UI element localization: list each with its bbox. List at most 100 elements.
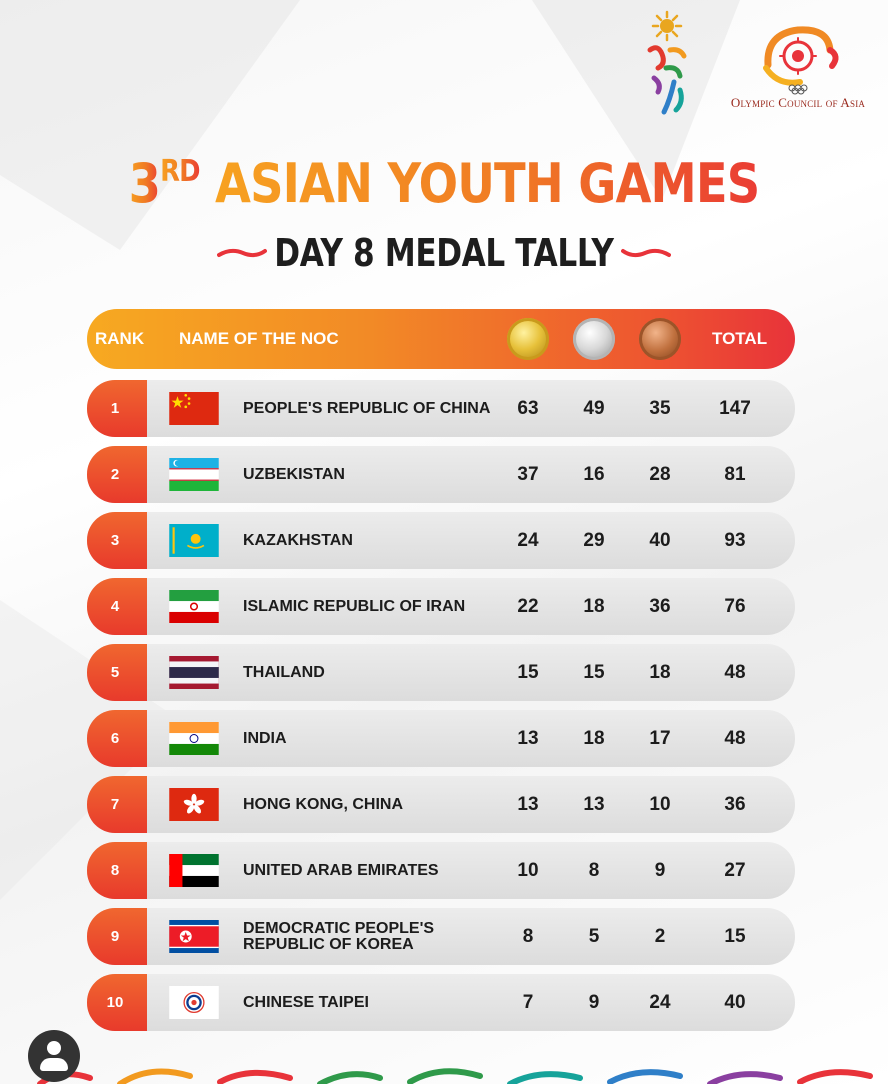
silver-medal-icon xyxy=(573,318,615,360)
table-row: 1 PEOPLE'S REPUBLIC OF CHINA 63 49 35 14… xyxy=(87,380,795,437)
chinese-taipei-flag-icon xyxy=(169,986,219,1019)
table-row: 7 HONG KONG, CHINA 13 13 10 36 xyxy=(87,776,795,833)
total-count: 147 xyxy=(719,398,751,419)
table-row: 8 UNITED ARAB EMIRATES 10 8 9 27 xyxy=(87,842,795,899)
table-row: 2 UZBEKISTAN 37 16 28 81 xyxy=(87,446,795,503)
noc-name: THAILAND xyxy=(243,663,325,681)
bronze-count: 10 xyxy=(649,794,671,815)
total-count: 40 xyxy=(724,992,746,1013)
asian-youth-games-logo xyxy=(647,10,687,115)
rank-cell: 7 xyxy=(87,776,147,833)
bronze-count: 2 xyxy=(654,926,666,947)
title-ordinal: 3 xyxy=(128,152,161,215)
noc-name: PEOPLE'S REPUBLIC OF CHINA xyxy=(243,399,491,417)
table-row: 6 INDIA 13 18 17 48 xyxy=(87,710,795,767)
bronze-count: 35 xyxy=(649,398,671,419)
total-count: 15 xyxy=(724,926,746,947)
rank-cell: 8 xyxy=(87,842,147,899)
bronze-count: 36 xyxy=(649,596,671,617)
total-count: 36 xyxy=(724,794,746,815)
china-flag-icon xyxy=(169,392,219,425)
header-total: TOTAL xyxy=(712,329,768,348)
total-count: 48 xyxy=(724,728,746,749)
title-ordinal-suffix: RD xyxy=(160,154,200,189)
table-row: 10 CHINESE TAIPEI 7 9 24 40 xyxy=(87,974,795,1031)
bronze-count: 24 xyxy=(649,992,671,1013)
rank-cell: 10 xyxy=(87,974,147,1031)
bronze-count: 40 xyxy=(649,530,671,551)
page-title: 3RD ASIAN YOUTH GAMES xyxy=(62,152,826,215)
left-swash-icon xyxy=(217,248,268,258)
bronze-count: 28 xyxy=(649,464,671,485)
gold-count: 8 xyxy=(522,926,534,947)
gold-count: 13 xyxy=(517,794,539,815)
olympic-council-of-asia-logo: Olympic Council of Asia xyxy=(718,20,878,120)
avatar-head xyxy=(47,1041,61,1055)
noc-name: INDIA xyxy=(243,729,287,747)
gold-count: 13 xyxy=(517,728,539,749)
silver-count: 29 xyxy=(583,530,605,551)
decorative-ribbon xyxy=(37,1068,873,1084)
gold-count: 63 xyxy=(517,398,539,419)
noc-name: ISLAMIC REPUBLIC OF IRAN xyxy=(243,597,466,615)
header-noc-name: NAME OF THE NOC xyxy=(179,329,339,348)
rank-cell: 3 xyxy=(87,512,147,569)
header-rank: RANK xyxy=(95,329,145,348)
noc-name: CHINESE TAIPEI xyxy=(243,993,369,1011)
bronze-count: 18 xyxy=(649,662,671,683)
iran-flag-icon xyxy=(169,590,219,623)
bronze-count: 17 xyxy=(649,728,671,749)
title-main: ASIAN YOUTH GAMES xyxy=(214,152,760,215)
bronze-medal-icon xyxy=(639,318,681,360)
total-count: 76 xyxy=(724,596,746,617)
gold-count: 24 xyxy=(517,530,539,551)
silver-count: 16 xyxy=(583,464,605,485)
rank-cell: 2 xyxy=(87,446,147,503)
avatar-body xyxy=(40,1058,68,1071)
right-swash-icon xyxy=(620,248,671,258)
total-count: 48 xyxy=(724,662,746,683)
user-avatar-icon[interactable] xyxy=(28,1030,80,1082)
india-flag-icon xyxy=(169,722,219,755)
noc-name-line: DEMOCRATIC PEOPLE'S xyxy=(243,919,435,937)
noc-name: UNITED ARAB EMIRATES xyxy=(243,861,439,879)
kazakhstan-flag-icon xyxy=(169,524,219,557)
oca-wordmark: Olympic Council of Asia xyxy=(730,95,866,110)
uae-flag-icon xyxy=(169,854,219,887)
hong-kong-flag-icon xyxy=(169,788,219,821)
silver-count: 13 xyxy=(583,794,605,815)
gold-count: 22 xyxy=(517,596,539,617)
silver-count: 15 xyxy=(583,662,605,683)
rank-cell: 9 xyxy=(87,908,147,965)
page-subtitle: DAY 8 MEDAL TALLY xyxy=(274,231,614,275)
table-header: RANK NAME OF THE NOC TOTAL xyxy=(87,309,795,369)
subtitle-row: DAY 8 MEDAL TALLY xyxy=(0,228,888,278)
total-count: 81 xyxy=(724,464,746,485)
table-row: 9 DEMOCRATIC PEOPLE'S REPUBLIC OF KOREA … xyxy=(87,908,795,965)
gold-count: 10 xyxy=(517,860,539,881)
noc-name: HONG KONG, CHINA xyxy=(243,795,403,813)
silver-count: 18 xyxy=(583,728,605,749)
gold-count: 15 xyxy=(517,662,539,683)
rank-cell: 6 xyxy=(87,710,147,767)
gold-count: 37 xyxy=(517,464,539,485)
table-row: 3 KAZAKHSTAN 24 29 40 93 xyxy=(87,512,795,569)
silver-count: 9 xyxy=(588,992,600,1013)
uzbekistan-flag-icon xyxy=(169,458,219,491)
table-row: 4 ISLAMIC REPUBLIC OF IRAN 22 18 36 76 xyxy=(87,578,795,635)
noc-name: UZBEKISTAN xyxy=(243,465,345,483)
noc-name-line: REPUBLIC OF KOREA xyxy=(243,935,414,953)
silver-count: 8 xyxy=(588,860,600,881)
bronze-count: 9 xyxy=(654,860,666,881)
noc-name: DEMOCRATIC PEOPLE'S REPUBLIC OF KOREA xyxy=(243,908,434,965)
total-count: 27 xyxy=(724,860,746,881)
oca-emblem-icon xyxy=(763,26,839,95)
silver-count: 5 xyxy=(588,926,600,947)
dpr-korea-flag-icon xyxy=(169,920,219,953)
silver-count: 18 xyxy=(583,596,605,617)
total-count: 93 xyxy=(724,530,746,551)
rank-cell: 1 xyxy=(87,380,147,437)
noc-name: KAZAKHSTAN xyxy=(243,531,353,549)
table-row: 5 THAILAND 15 15 18 48 xyxy=(87,644,795,701)
silver-count: 49 xyxy=(583,398,605,419)
